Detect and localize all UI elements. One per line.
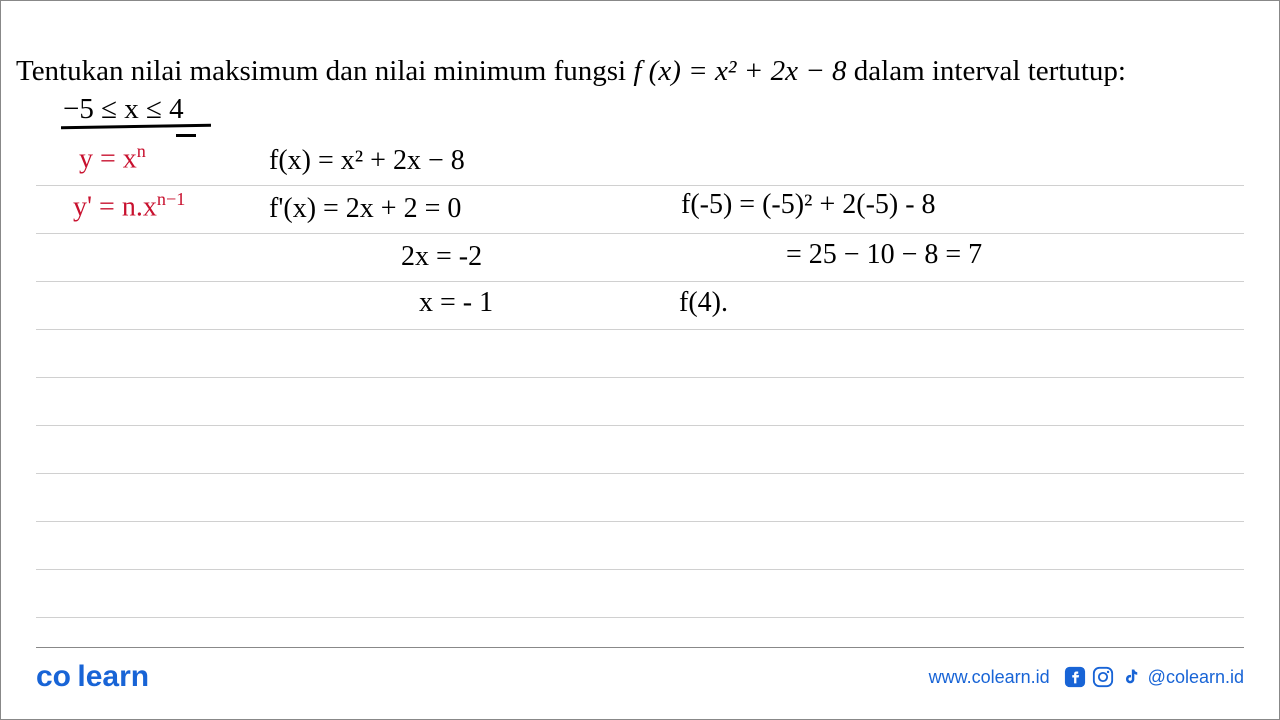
- question-text: Tentukan nilai maksimum dan nilai minimu…: [16, 55, 1126, 88]
- ruled-line: [36, 281, 1244, 282]
- question-prefix: Tentukan nilai maksimum dan nilai minimu…: [16, 55, 633, 87]
- rednote-line1: y = x: [79, 143, 137, 174]
- ruled-line: [36, 569, 1244, 570]
- ruled-line: [36, 185, 1244, 186]
- facebook-icon: [1064, 666, 1086, 688]
- work-solve1: 2x = -2: [401, 241, 482, 273]
- ruled-line: [36, 473, 1244, 474]
- ruled-line: [36, 617, 1244, 618]
- work-fx: f(x) = x² + 2x − 8: [269, 145, 465, 177]
- logo-part-a: co: [36, 660, 71, 693]
- logo: co learn: [36, 660, 149, 694]
- interval-text: −5 ≤ x ≤ 4: [63, 93, 184, 126]
- ruled-line: [36, 521, 1244, 522]
- ruled-line: [36, 233, 1244, 234]
- page-container: Tentukan nilai maksimum dan nilai minimu…: [0, 0, 1280, 720]
- footer-url: www.colearn.id: [929, 667, 1050, 688]
- rednote-power-rule: y = xn: [79, 141, 146, 175]
- rednote-line2: y' = n.x: [73, 191, 157, 222]
- rednote-line1-exp: n: [137, 141, 146, 161]
- question-suffix: dalam interval tertutup:: [847, 55, 1126, 87]
- rednote-derivative-rule: y' = n.xn−1: [73, 189, 185, 223]
- logo-part-b: learn: [77, 660, 149, 693]
- question-function: f (x) = x² + 2x − 8: [633, 55, 846, 87]
- instagram-icon: [1092, 666, 1114, 688]
- ruled-line: [36, 329, 1244, 330]
- footer-handle: @colearn.id: [1148, 667, 1244, 688]
- social-icons: @colearn.id: [1064, 666, 1244, 688]
- work-eval-neg5-result: = 25 − 10 − 8 = 7: [786, 239, 982, 271]
- work-solve2: x = - 1: [419, 287, 493, 319]
- ruled-line: [36, 377, 1244, 378]
- footer: co learn www.colearn.id @colearn.id: [36, 647, 1244, 694]
- work-eval-4: f(4).: [679, 287, 728, 319]
- work-eval-neg5: f(-5) = (-5)² + 2(-5) - 8: [681, 189, 936, 221]
- ruled-line: [36, 425, 1244, 426]
- footer-right: www.colearn.id @colearn.id: [929, 666, 1244, 688]
- work-fprime: f'(x) = 2x + 2 = 0: [269, 193, 461, 225]
- tiktok-icon: [1120, 666, 1142, 688]
- rednote-line2-exp: n−1: [157, 189, 185, 209]
- interval-underline-short: [176, 134, 196, 137]
